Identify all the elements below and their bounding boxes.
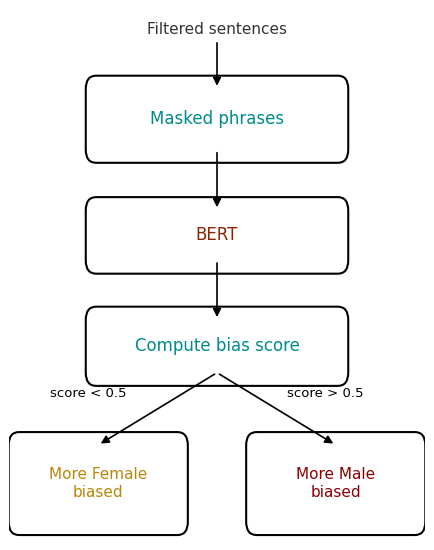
Text: More Female
biased: More Female biased [49, 468, 148, 500]
Text: score < 0.5: score < 0.5 [49, 387, 126, 400]
FancyBboxPatch shape [86, 307, 348, 386]
FancyBboxPatch shape [9, 432, 188, 535]
Text: More Male
biased: More Male biased [296, 468, 375, 500]
Text: score > 0.5: score > 0.5 [287, 387, 364, 400]
FancyBboxPatch shape [86, 197, 348, 274]
FancyBboxPatch shape [86, 76, 348, 163]
Text: Filtered sentences: Filtered sentences [147, 22, 287, 37]
Text: BERT: BERT [196, 227, 238, 244]
Text: Compute bias score: Compute bias score [135, 337, 299, 355]
FancyBboxPatch shape [246, 432, 425, 535]
Text: Masked phrases: Masked phrases [150, 110, 284, 128]
